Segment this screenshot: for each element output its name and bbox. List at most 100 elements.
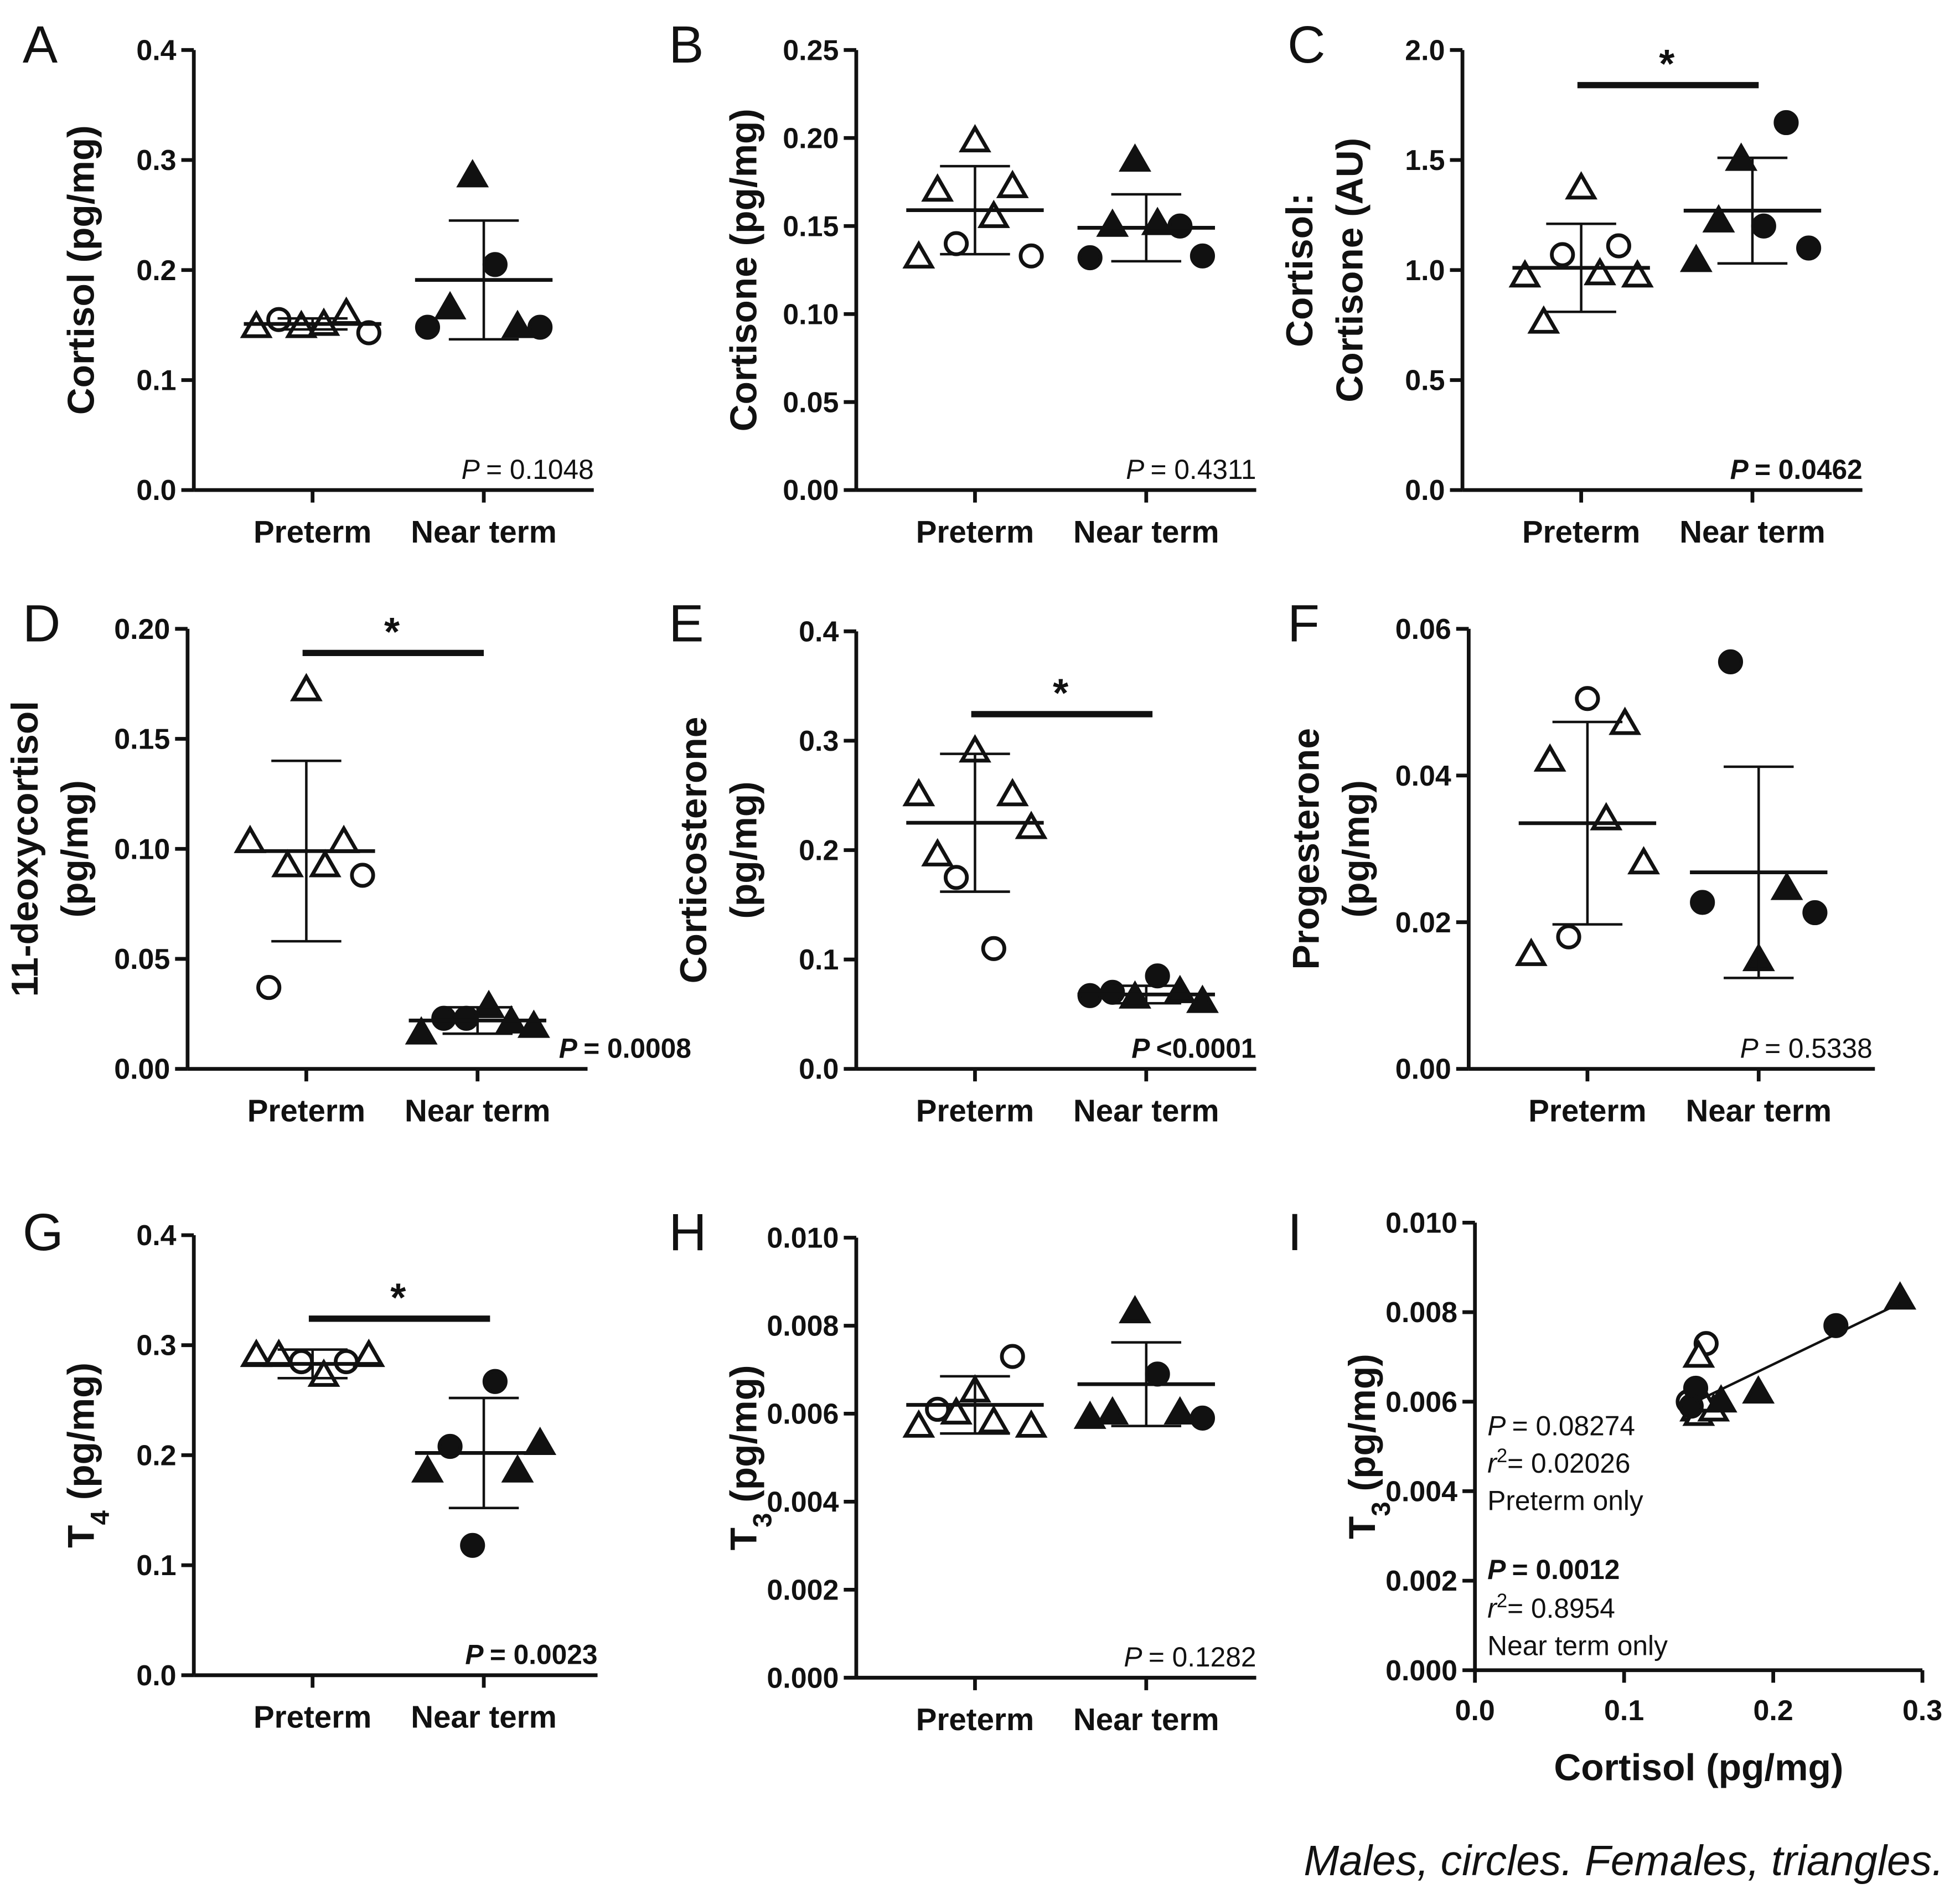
x-tick-label: Preterm [254, 1700, 371, 1735]
panel-letter: A [23, 16, 58, 74]
y-axis-label: T4 (pg/mg) [61, 1363, 115, 1548]
point-triangle [977, 1405, 1010, 1433]
point-triangle [1742, 1375, 1775, 1404]
point-circle [1690, 890, 1715, 915]
text-part: T [61, 1525, 102, 1547]
point-circle [482, 1369, 508, 1394]
y-tick-label: 0.0 [136, 474, 176, 507]
point-circle [1606, 233, 1631, 259]
point-circle [350, 863, 375, 888]
point-triangle [940, 1396, 973, 1425]
text-part: T [1342, 1516, 1383, 1539]
point-triangle [1533, 743, 1566, 772]
point-triangle [405, 1016, 438, 1045]
point-circle [1145, 963, 1170, 989]
point-triangle [996, 169, 1029, 198]
y-tick-label: 0.2 [799, 835, 839, 867]
x-tick-label: Preterm [916, 1093, 1034, 1128]
y-tick-label: 0.05 [783, 386, 839, 419]
point-triangle [472, 989, 505, 1018]
y-tick-label: 0.4 [136, 1220, 176, 1252]
text-part: = 0.0462 [1755, 454, 1863, 485]
y-tick-label: 0.010 [1385, 1207, 1457, 1239]
text-part: 2 [1497, 1446, 1507, 1467]
text-part: = 0.4311 [1151, 454, 1256, 485]
y-axis-label: Cortisol (pg/mg) [61, 125, 102, 415]
x-tick-label: Preterm [254, 514, 371, 549]
y-tick-label: 0.004 [1385, 1475, 1457, 1508]
text-part: (pg/mg) [61, 1363, 102, 1510]
text-part: (pg/mg) [723, 1365, 764, 1513]
panel-letter: B [669, 16, 704, 74]
text-part: Corticosterone [673, 717, 715, 984]
y-tick-label: 0.10 [783, 298, 839, 331]
y-tick-label: 0.20 [114, 613, 170, 646]
y-tick-label: 0.20 [783, 122, 839, 154]
annotation: Preterm only [1487, 1485, 1643, 1516]
text-part: P [1730, 454, 1749, 485]
point-triangle [501, 309, 534, 338]
point-triangle [517, 1009, 550, 1038]
y-tick-label: 0.4 [799, 616, 839, 648]
point-circle [1190, 1405, 1216, 1431]
significance-star: * [1053, 671, 1069, 715]
point-triangle [1565, 171, 1598, 200]
y-tick-label: 0.1 [136, 1550, 176, 1582]
y-tick-label: 0.008 [1385, 1297, 1457, 1329]
point-circle [288, 1349, 314, 1375]
y-tick-label: 0.2 [136, 1439, 176, 1472]
text-part: Cortisone (AU) [1329, 138, 1371, 402]
point-triangle [411, 1454, 444, 1483]
point-triangle [1514, 937, 1548, 966]
point-circle [256, 975, 282, 1000]
text-part: 3 [1367, 1501, 1396, 1516]
y-tick-label: 1.0 [1405, 255, 1445, 287]
point-circle [1796, 235, 1822, 261]
text-part: P [1487, 1410, 1506, 1441]
y-axis-label: (pg/mg) [723, 781, 764, 918]
point-circle [1751, 213, 1776, 239]
y-tick-label: 0.0 [799, 1054, 839, 1086]
p-value: P <0.0001 [1131, 1033, 1256, 1064]
y-axis-label: Cortisone (pg/mg) [723, 109, 764, 431]
point-triangle [1770, 871, 1803, 900]
point-triangle [921, 173, 954, 202]
x-tick-label: Preterm [916, 1702, 1034, 1737]
text-part: 11-deoxycortisol [4, 701, 46, 997]
point-triangle [1884, 1281, 1917, 1310]
y-tick-label: 0.2 [136, 255, 176, 287]
y-axis-label: 11-deoxycortisol [4, 701, 46, 997]
text-part: r [1487, 1593, 1498, 1624]
point-triangle [1141, 207, 1174, 235]
x-tick-label: Near term [405, 1093, 551, 1128]
point-triangle [1584, 257, 1616, 286]
text-part: (pg/mg) [54, 780, 96, 917]
y-axis-label: Progesterone [1285, 728, 1327, 970]
x-tick-label: Preterm [1522, 514, 1640, 549]
point-circle [528, 314, 553, 340]
x-tick-label: Preterm [1528, 1093, 1646, 1128]
point-circle [1190, 243, 1216, 269]
panel-letter: F [1287, 594, 1320, 653]
text-part: Progesterone [1285, 728, 1327, 970]
point-triangle [289, 673, 323, 701]
panel-letter: H [669, 1203, 706, 1262]
y-axis-label: T3 (pg/mg) [1342, 1354, 1396, 1539]
y-tick-label: 0.010 [767, 1222, 839, 1255]
point-triangle [1527, 305, 1560, 334]
point-triangle [524, 1426, 557, 1456]
annotation: r2= 0.8954 [1487, 1591, 1615, 1624]
point-triangle [1186, 984, 1219, 1013]
point-triangle [433, 291, 467, 319]
point-triangle [1096, 1396, 1129, 1425]
y-tick-label: 0.3 [136, 145, 176, 177]
y-tick-label: 0.1 [799, 944, 839, 976]
p-value: P = 0.5338 [1740, 1033, 1873, 1064]
text-part: Preterm only [1487, 1485, 1643, 1516]
text-part: P [559, 1033, 578, 1064]
y-tick-label: 0.006 [767, 1398, 839, 1430]
y-axis-label: (pg/mg) [1336, 780, 1377, 917]
text-part: Cortisol (pg/mg) [61, 125, 102, 415]
x-tick-label: Near term [1686, 1093, 1832, 1128]
point-circle [431, 1005, 457, 1031]
